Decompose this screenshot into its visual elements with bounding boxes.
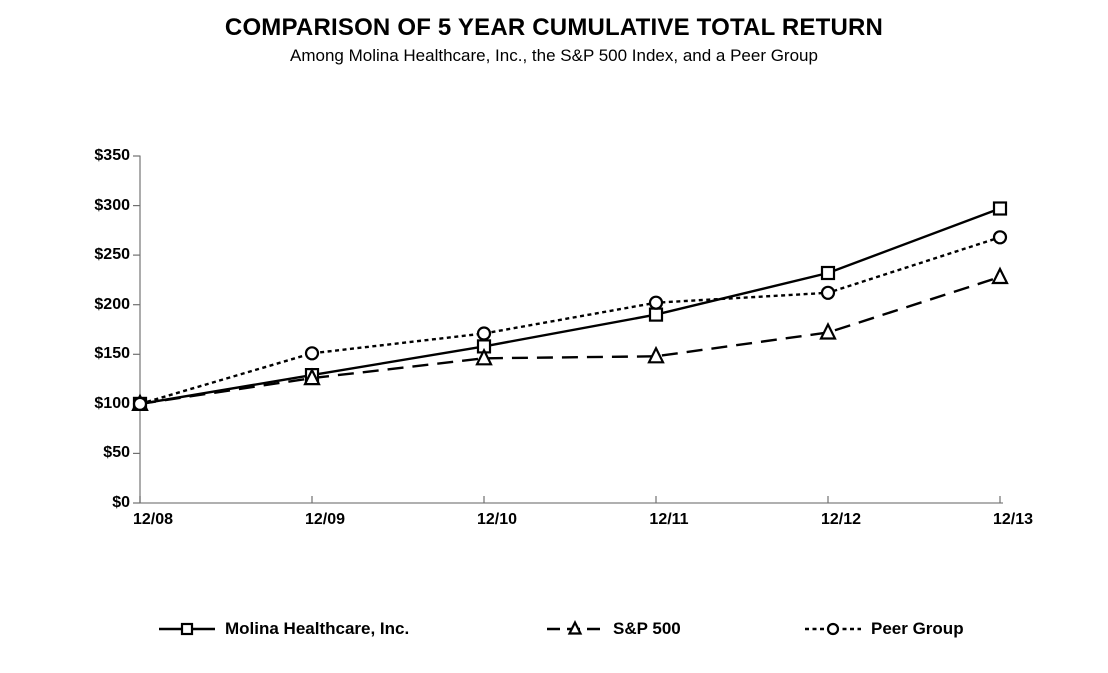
x-axis-tick-label: 12/08 [132, 511, 174, 528]
legend-label-sp500: S&P 500 [613, 619, 681, 638]
legend-label-molina: Molina Healthcare, Inc. [225, 619, 410, 638]
chart-subtitle: Among Molina Healthcare, Inc., the S&P 5… [290, 46, 818, 65]
legend-item-sp500: S&P 500 [546, 616, 681, 642]
legend-dashed-line-triangle-marker-icon [547, 620, 603, 635]
chart-canvas [131, 155, 1009, 504]
y-axis-tick-label: $250 [94, 246, 130, 263]
y-axis-tick-label: $350 [94, 147, 130, 164]
x-axis-tick-label: 12/09 [304, 511, 346, 528]
x-axis-tick-label: 12/10 [476, 511, 518, 528]
legend-label-peer-group: Peer Group [871, 619, 964, 638]
x-axis-tick-label: 12/12 [820, 511, 862, 528]
y-axis-tick-label: $300 [94, 197, 130, 214]
legend-solid-line-square-marker-icon [159, 622, 215, 636]
x-axis-tick-label: 12/13 [992, 511, 1034, 528]
legend-item-molina: Molina Healthcare, Inc. [158, 616, 409, 642]
y-axis-tick-label: $0 [112, 494, 130, 511]
legend-dotted-line-circle-marker-icon [805, 622, 861, 636]
y-axis-tick-label: $100 [94, 395, 130, 412]
y-axis-tick-label: $150 [94, 345, 130, 362]
x-axis-tick-label: 12/11 [649, 511, 689, 528]
y-axis-tick-label: $200 [94, 296, 130, 313]
legend-item-peer-group: Peer Group [804, 616, 964, 642]
chart-title: COMPARISON OF 5 YEAR CUMULATIVE TOTAL RE… [224, 14, 884, 41]
y-axis-tick-label: $50 [103, 444, 130, 461]
